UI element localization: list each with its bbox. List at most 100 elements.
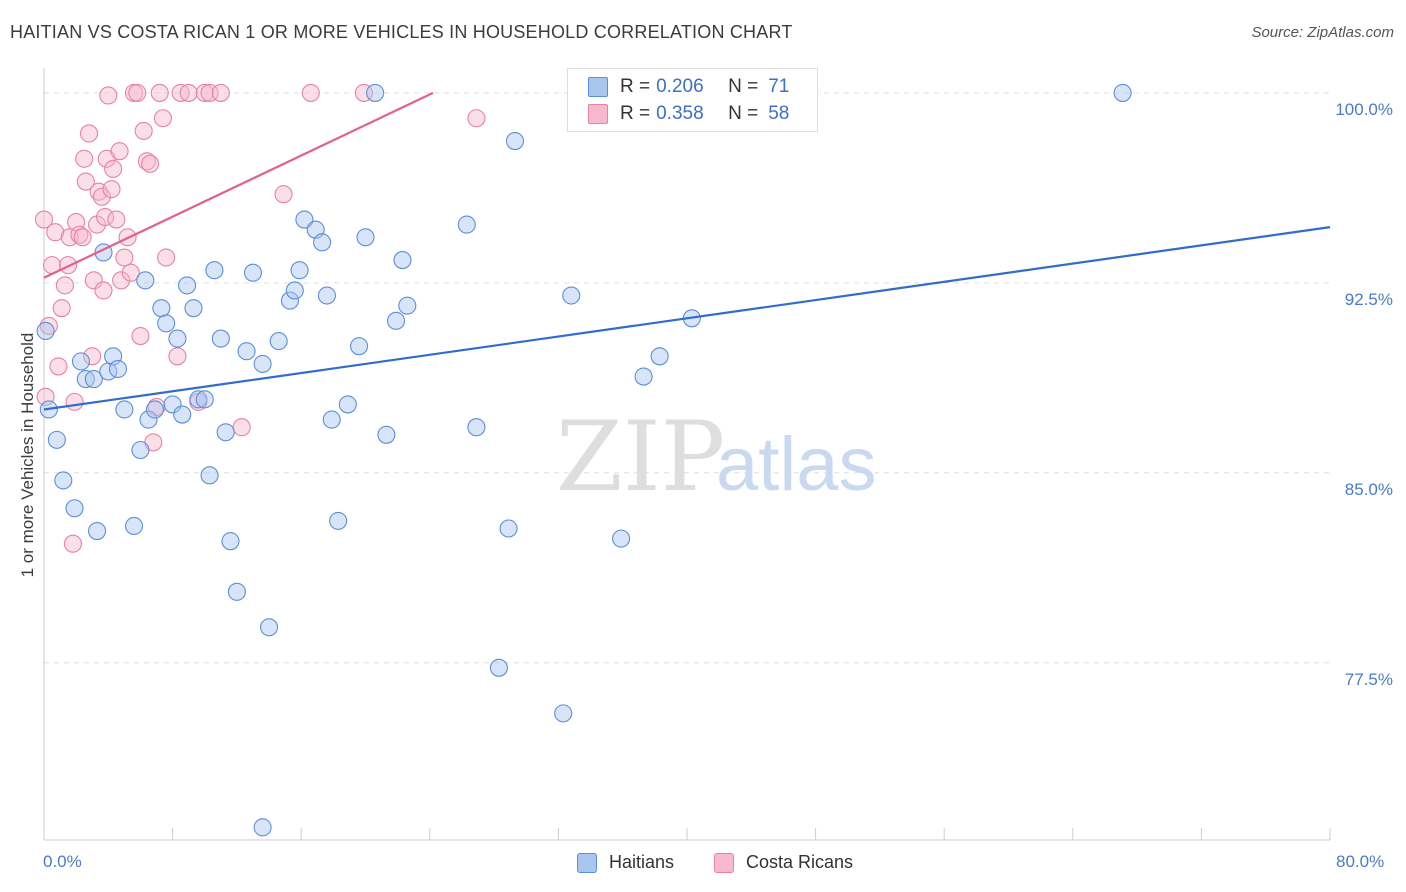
costa-ricans-point bbox=[141, 154, 160, 173]
haitians-point bbox=[136, 271, 155, 290]
costa-ricans-swatch bbox=[588, 104, 608, 124]
haitians-point bbox=[243, 263, 263, 282]
costa-ricans-point bbox=[73, 228, 92, 247]
costa-ricans-legend-label: Costa Ricans bbox=[746, 852, 854, 872]
watermark-zip: ZIP bbox=[556, 401, 725, 513]
costa-ricans-point bbox=[121, 263, 140, 282]
legend-n-value: 71 bbox=[768, 76, 790, 97]
costa-ricans-point bbox=[92, 187, 111, 206]
bottom-legend-costa-ricans: Costa Ricans bbox=[714, 852, 853, 873]
haitians-point bbox=[269, 332, 288, 351]
costa-ricans-point bbox=[96, 207, 115, 227]
haitians-point bbox=[295, 210, 314, 229]
costa-ricans-point bbox=[75, 149, 94, 168]
haitians-point bbox=[84, 370, 103, 389]
y-tick-label: 77.5% bbox=[1344, 669, 1393, 689]
haitians-point bbox=[139, 410, 158, 429]
legend-n-value: 58 bbox=[768, 103, 790, 124]
axis-layer bbox=[43, 68, 1331, 841]
haitians-point bbox=[54, 471, 73, 490]
haitians-legend-label: Haitians bbox=[609, 852, 675, 872]
haitians-point bbox=[467, 418, 486, 437]
haitians-point bbox=[280, 291, 299, 310]
y-tick-label: 92.5% bbox=[1344, 289, 1393, 309]
costa-ricans-point bbox=[211, 83, 230, 102]
haitians-legend-swatch bbox=[577, 852, 597, 873]
costa-ricans-point bbox=[107, 210, 126, 229]
chart-title: HAITIAN VS COSTA RICAN 1 OR MORE VEHICLE… bbox=[10, 22, 793, 42]
costa-ricans-point bbox=[79, 124, 99, 143]
costa-ricans-point bbox=[301, 83, 320, 102]
costa-ricans-point bbox=[49, 357, 68, 376]
haitians-point bbox=[211, 329, 230, 348]
costa-ricans-legend-swatch bbox=[714, 852, 734, 873]
haitians-point bbox=[313, 233, 332, 252]
haitians-point bbox=[115, 400, 134, 419]
haitians-point bbox=[205, 261, 224, 280]
haitians-point bbox=[178, 276, 197, 295]
haitians-point bbox=[329, 511, 348, 530]
legend-n-label: N = bbox=[728, 76, 759, 97]
costa-ricans-point bbox=[179, 83, 198, 102]
costa-ricans-point bbox=[157, 248, 176, 267]
haitians-point bbox=[386, 311, 406, 330]
costa-ricans-points bbox=[34, 83, 486, 553]
haitians-point bbox=[253, 354, 272, 373]
costa-ricans-point bbox=[131, 326, 150, 346]
trend-lines bbox=[43, 91, 1331, 411]
haitians-point bbox=[173, 405, 192, 424]
haitians-point bbox=[47, 430, 66, 449]
costa-ricans-trend-line bbox=[43, 91, 434, 279]
watermark: ZIP atlas bbox=[556, 401, 877, 513]
costa-ricans-point bbox=[150, 83, 169, 102]
haitians-point bbox=[554, 704, 573, 723]
haitians-point bbox=[189, 390, 208, 409]
haitians-point bbox=[322, 410, 341, 429]
haitians-points bbox=[36, 83, 1132, 837]
costa-ricans-point bbox=[153, 109, 173, 128]
haitians-trend-line bbox=[43, 226, 1331, 411]
haitians-point bbox=[157, 314, 176, 333]
haitians-point bbox=[505, 131, 525, 151]
source-label: Source: ZipAtlas.com bbox=[1251, 24, 1394, 41]
haitians-point bbox=[216, 423, 235, 442]
legend-row-costa-ricans: R = 0.358 N = 58 bbox=[588, 102, 789, 126]
costa-ricans-point bbox=[63, 534, 82, 553]
costa-ricans-point bbox=[128, 83, 147, 102]
costa-ricans-point bbox=[46, 223, 65, 242]
costa-ricans-point bbox=[110, 142, 129, 161]
haitians-point bbox=[253, 818, 272, 837]
x-tick-label-max: 80.0% bbox=[1336, 852, 1385, 871]
costa-ricans-point bbox=[467, 109, 486, 128]
y-tick-label: 85.0% bbox=[1344, 479, 1393, 499]
y-tick-label: 100.0% bbox=[1335, 99, 1393, 119]
haitians-point bbox=[366, 83, 385, 102]
haitians-point bbox=[377, 425, 396, 444]
correlation-legend: R = 0.206 N = 71 R = 0.358 N = 58 bbox=[567, 68, 818, 132]
costa-ricans-point bbox=[134, 121, 153, 140]
haitians-point bbox=[36, 321, 55, 341]
haitians-point bbox=[124, 516, 144, 536]
haitians-point bbox=[285, 281, 304, 300]
haitians-point bbox=[237, 342, 256, 361]
costa-ricans-point bbox=[274, 185, 293, 204]
legend-n-label: N = bbox=[728, 103, 759, 124]
costa-ricans-point bbox=[70, 225, 89, 244]
haitians-point bbox=[87, 521, 107, 541]
haitians-point bbox=[562, 286, 581, 305]
costa-ricans-point bbox=[65, 392, 84, 411]
haitians-point bbox=[184, 299, 203, 318]
costa-ricans-point bbox=[104, 159, 123, 178]
costa-ricans-point bbox=[94, 281, 113, 300]
haitians-point bbox=[152, 299, 171, 318]
costa-ricans-point bbox=[195, 83, 214, 102]
haitians-point bbox=[259, 618, 279, 637]
costa-ricans-point bbox=[102, 180, 121, 199]
haitians-point bbox=[612, 529, 631, 548]
legend-r-label: R = bbox=[620, 76, 651, 97]
grid-layer bbox=[44, 92, 1330, 664]
haitians-point bbox=[200, 466, 219, 485]
haitians-point bbox=[338, 395, 357, 414]
costa-ricans-point bbox=[39, 316, 58, 335]
